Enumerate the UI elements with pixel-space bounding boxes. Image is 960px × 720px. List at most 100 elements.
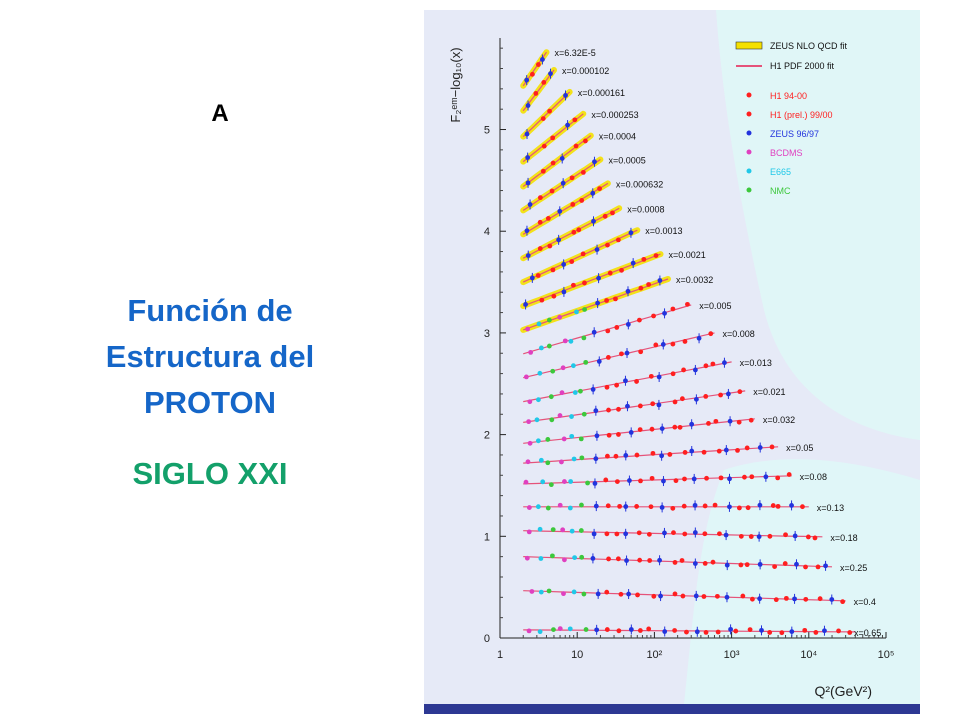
data-point bbox=[623, 531, 629, 537]
data-point bbox=[803, 564, 808, 570]
data-point bbox=[524, 77, 530, 83]
data-point bbox=[677, 424, 683, 430]
data-point bbox=[651, 313, 656, 319]
x-axis-label: Q²(GeV²) bbox=[814, 683, 872, 699]
data-point bbox=[648, 504, 654, 510]
series-x-label: x=6.32E-5 bbox=[554, 48, 595, 58]
data-point bbox=[662, 629, 668, 634]
data-point bbox=[615, 556, 621, 562]
data-point bbox=[591, 329, 597, 335]
data-point bbox=[604, 627, 610, 632]
data-point bbox=[653, 342, 659, 348]
data-point bbox=[572, 555, 578, 561]
y-tick-label: 4 bbox=[484, 226, 490, 238]
data-point bbox=[557, 413, 563, 418]
y-tick-label: 5 bbox=[484, 125, 490, 137]
data-point bbox=[840, 599, 846, 605]
data-point bbox=[557, 502, 563, 508]
data-point bbox=[723, 532, 729, 538]
data-point bbox=[682, 531, 688, 537]
series-group bbox=[520, 275, 671, 333]
data-point bbox=[689, 448, 695, 454]
data-point bbox=[546, 317, 552, 323]
data-point bbox=[742, 474, 747, 480]
data-point bbox=[548, 482, 554, 488]
data-point bbox=[557, 314, 563, 320]
data-point bbox=[591, 531, 597, 537]
data-point bbox=[767, 630, 773, 635]
series-group bbox=[520, 67, 557, 114]
data-point bbox=[637, 403, 643, 409]
series-group bbox=[520, 205, 623, 262]
data-point bbox=[549, 188, 555, 194]
legend-swatch bbox=[746, 130, 752, 136]
data-point bbox=[561, 591, 566, 597]
data-point bbox=[568, 338, 574, 344]
data-point bbox=[592, 481, 598, 486]
h1-fit-line bbox=[522, 135, 592, 187]
series-group bbox=[523, 624, 856, 637]
series-x-label: x=0.008 bbox=[722, 329, 754, 339]
data-point bbox=[578, 436, 584, 442]
data-point bbox=[614, 325, 620, 330]
data-point bbox=[579, 198, 585, 203]
data-point bbox=[702, 531, 708, 537]
series-group bbox=[523, 388, 746, 425]
data-point bbox=[560, 180, 566, 186]
series-group bbox=[523, 471, 792, 489]
series-x-label: x=0.000102 bbox=[562, 66, 609, 76]
y-axis-label: F₂ᵉᵐ−log₁₀(x) bbox=[448, 47, 463, 122]
data-point bbox=[526, 529, 532, 535]
legend-entry-label: H1 PDF 2000 fit bbox=[770, 61, 835, 71]
data-point bbox=[571, 363, 576, 369]
series-group bbox=[520, 156, 604, 214]
data-point bbox=[657, 557, 662, 563]
data-point bbox=[583, 138, 588, 144]
x-tick-label: 1 bbox=[497, 649, 503, 661]
series-x-label: x=0.65 bbox=[854, 628, 881, 638]
data-point bbox=[822, 628, 827, 634]
data-point bbox=[524, 131, 530, 137]
data-point bbox=[527, 440, 533, 446]
data-point bbox=[718, 392, 723, 398]
data-point bbox=[614, 382, 620, 388]
data-point bbox=[546, 588, 552, 594]
data-point bbox=[534, 417, 540, 423]
data-point bbox=[569, 414, 574, 419]
data-point bbox=[610, 210, 615, 216]
data-point bbox=[551, 293, 557, 299]
data-point bbox=[696, 335, 702, 341]
data-point bbox=[571, 589, 577, 595]
data-point bbox=[670, 371, 676, 377]
data-point bbox=[604, 531, 610, 537]
data-point bbox=[569, 528, 575, 534]
h1-fit-line bbox=[523, 332, 715, 379]
data-point bbox=[550, 160, 556, 166]
data-point bbox=[708, 331, 714, 337]
x-tick-label: 10⁴ bbox=[800, 649, 817, 661]
series-group bbox=[523, 301, 692, 355]
data-point bbox=[562, 479, 567, 484]
data-point bbox=[536, 321, 542, 327]
slide-title-line-3: PROTON bbox=[143, 385, 277, 420]
data-point bbox=[546, 343, 552, 349]
data-point bbox=[738, 562, 744, 568]
data-point bbox=[694, 629, 700, 635]
data-point bbox=[715, 629, 721, 635]
data-point bbox=[689, 421, 695, 427]
data-point bbox=[800, 504, 805, 510]
data-point bbox=[597, 186, 602, 192]
data-point bbox=[571, 456, 577, 462]
data-point bbox=[579, 502, 584, 508]
data-point bbox=[528, 349, 534, 355]
data-point bbox=[533, 91, 539, 96]
data-point bbox=[548, 394, 554, 400]
data-point bbox=[541, 143, 547, 149]
data-point bbox=[637, 557, 643, 563]
data-point bbox=[661, 478, 666, 484]
data-point bbox=[560, 527, 566, 533]
data-point bbox=[537, 246, 543, 251]
data-point bbox=[710, 361, 716, 367]
data-point bbox=[723, 447, 729, 453]
data-point bbox=[817, 596, 823, 602]
